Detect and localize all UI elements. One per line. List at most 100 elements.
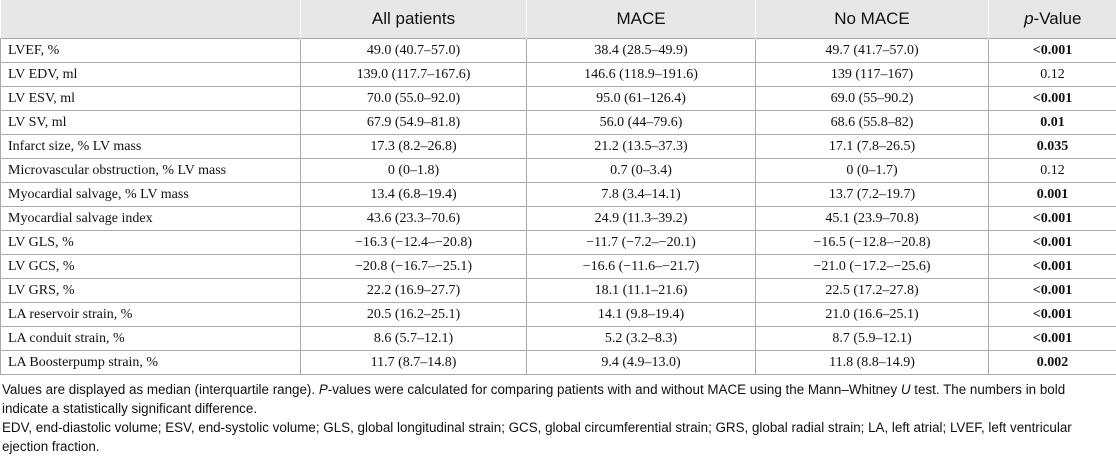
cell-mace: 14.1 (9.8–19.4) — [526, 302, 756, 327]
cell-all-patients: 139.0 (117.7–167.6) — [300, 62, 527, 87]
footnote-u-italic: U — [900, 382, 911, 397]
cell-p-value: 0.12 — [988, 158, 1116, 183]
cell-mace: 9.4 (4.9–13.0) — [526, 350, 756, 375]
cell-no-mace: 49.7 (41.7–57.0) — [755, 38, 989, 63]
table-row: LV EDV, ml 139.0 (117.7–167.6) 146.6 (118.… — [0, 62, 1116, 87]
cell-no-mace: 17.1 (7.8–26.5) — [755, 134, 989, 159]
cell-label: Myocardial salvage, % LV mass — [0, 182, 301, 207]
cell-label: Microvascular obstruction, % LV mass — [0, 158, 301, 183]
cell-p-value: 0.01 — [988, 110, 1116, 135]
cell-no-mace: 11.8 (8.8–14.9) — [755, 350, 989, 375]
cell-label: LA Boosterpump strain, % — [0, 350, 301, 375]
cell-mace: 21.2 (13.5–37.3) — [526, 134, 756, 159]
cell-no-mace: −21.0 (−17.2–−25.6) — [755, 254, 989, 279]
footnote-abbreviations: EDV, end-diastolic volume; ESV, end-syst… — [2, 420, 1072, 454]
cell-no-mace: 22.5 (17.2–27.8) — [755, 278, 989, 303]
table-row: LA conduit strain, % 8.6 (5.7–12.1) 5.2 (3… — [0, 326, 1116, 351]
table-row: Myocardial salvage, % LV mass 13.4 (6.8–1… — [0, 182, 1116, 207]
cell-p-value: <0.001 — [988, 302, 1116, 327]
cell-p-value: <0.001 — [988, 278, 1116, 303]
header-no-mace: No MACE — [755, 0, 989, 39]
table-row: LV ESV, ml 70.0 (55.0–92.0) 95.0 (61–126.4… — [0, 86, 1116, 111]
cell-p-value: <0.001 — [988, 86, 1116, 111]
footnote-text-c: test. The numbers in bold indicate a sta… — [2, 382, 1066, 416]
table-row: LVEF, % 49.0 (40.7–57.0) 38.4 (28.5–49.9) 4… — [0, 38, 1116, 63]
cell-mace: 38.4 (28.5–49.9) — [526, 38, 756, 63]
table-row: LV GCS, % −20.8 (−16.7–−25.1) −16.6 (−11.6… — [0, 254, 1116, 279]
cell-all-patients: −20.8 (−16.7–−25.1) — [300, 254, 527, 279]
cell-all-patients: 0 (0–1.8) — [300, 158, 527, 183]
cell-no-mace: −16.5 (−12.8–−20.8) — [755, 230, 989, 255]
cell-all-patients: 17.3 (8.2–26.8) — [300, 134, 527, 159]
cell-all-patients: 49.0 (40.7–57.0) — [300, 38, 527, 63]
cell-label: Myocardial salvage index — [0, 206, 301, 231]
cell-mace: 24.9 (11.3–39.2) — [526, 206, 756, 231]
cell-no-mace: 8.7 (5.9–12.1) — [755, 326, 989, 351]
table-row: Infarct size, % LV mass 17.3 (8.2–26.8) 21… — [0, 134, 1116, 159]
cell-no-mace: 68.6 (55.8–82) — [755, 110, 989, 135]
cell-p-value: <0.001 — [988, 38, 1116, 63]
cell-p-value: <0.001 — [988, 230, 1116, 255]
cell-mace: 146.6 (118.9–191.6) — [526, 62, 756, 87]
cell-no-mace: 0 (0–1.7) — [755, 158, 989, 183]
table-row: LA Boosterpump strain, % 11.7 (8.7–14.8) 9… — [0, 350, 1116, 375]
table-row: LV GRS, % 22.2 (16.9–27.7) 18.1 (11.1–21.6… — [0, 278, 1116, 303]
cell-label: LA conduit strain, % — [0, 326, 301, 351]
cell-p-value: <0.001 — [988, 326, 1116, 351]
cell-label: LV GCS, % — [0, 254, 301, 279]
table-header: All patients MACE No MACE p-Value — [0, 0, 1116, 39]
cell-no-mace: 21.0 (16.6–25.1) — [755, 302, 989, 327]
table-row: Microvascular obstruction, % LV mass 0 (0… — [0, 158, 1116, 183]
cell-mace: 56.0 (44–79.6) — [526, 110, 756, 135]
cell-all-patients: 67.9 (54.9–81.8) — [300, 110, 527, 135]
cell-p-value: <0.001 — [988, 254, 1116, 279]
header-row: All patients MACE No MACE p-Value — [0, 0, 1116, 39]
table-figure: All patients MACE No MACE p-Value LVEF, … — [0, 0, 1116, 456]
cell-p-value: 0.001 — [988, 182, 1116, 207]
results-table: All patients MACE No MACE p-Value LVEF, … — [0, 0, 1116, 375]
cell-all-patients: 20.5 (16.2–25.1) — [300, 302, 527, 327]
cell-mace: 7.8 (3.4–14.1) — [526, 182, 756, 207]
table-row: LV GLS, % −16.3 (−12.4–−20.8) −11.7 (−7.2–… — [0, 230, 1116, 255]
header-p-value: p-Value — [988, 0, 1116, 39]
cell-mace: 0.7 (0–3.4) — [526, 158, 756, 183]
footnote-p-italic: P — [318, 382, 328, 397]
footnote-text-a: Values are displayed as median (interqua… — [2, 382, 319, 397]
footnote-text-b: -values were calculated for comparing pa… — [327, 382, 901, 397]
header-p-rest: -Value — [1033, 9, 1082, 28]
cell-p-value: 0.035 — [988, 134, 1116, 159]
cell-label: LV EDV, ml — [0, 62, 301, 87]
cell-all-patients: 22.2 (16.9–27.7) — [300, 278, 527, 303]
header-all-patients: All patients — [300, 0, 527, 39]
header-p-italic: p — [1024, 9, 1034, 28]
cell-p-value: 0.002 — [988, 350, 1116, 375]
cell-label: LA reservoir strain, % — [0, 302, 301, 327]
cell-label: LVEF, % — [0, 38, 301, 63]
cell-mace: 95.0 (61–126.4) — [526, 86, 756, 111]
cell-no-mace: 139 (117–167) — [755, 62, 989, 87]
header-mace: MACE — [526, 0, 756, 39]
cell-all-patients: 11.7 (8.7–14.8) — [300, 350, 527, 375]
header-label — [0, 0, 301, 39]
cell-p-value: 0.12 — [988, 62, 1116, 87]
table-body: LVEF, % 49.0 (40.7–57.0) 38.4 (28.5–49.9) 4… — [0, 38, 1116, 375]
cell-p-value: <0.001 — [988, 206, 1116, 231]
cell-no-mace: 13.7 (7.2–19.7) — [755, 182, 989, 207]
cell-mace: −16.6 (−11.6–−21.7) — [526, 254, 756, 279]
cell-all-patients: 43.6 (23.3–70.6) — [300, 206, 527, 231]
cell-mace: 18.1 (11.1–21.6) — [526, 278, 756, 303]
cell-label: Infarct size, % LV mass — [0, 134, 301, 159]
cell-all-patients: 8.6 (5.7–12.1) — [300, 326, 527, 351]
footnote-values: Values are displayed as median (interqua… — [2, 380, 1114, 418]
cell-all-patients: −16.3 (−12.4–−20.8) — [300, 230, 527, 255]
cell-all-patients: 13.4 (6.8–19.4) — [300, 182, 527, 207]
cell-label: LV GRS, % — [0, 278, 301, 303]
table-row: LA reservoir strain, % 20.5 (16.2–25.1) 14… — [0, 302, 1116, 327]
table-row: LV SV, ml 67.9 (54.9–81.8) 56.0 (44–79.6) 6… — [0, 110, 1116, 135]
cell-mace: 5.2 (3.2–8.3) — [526, 326, 756, 351]
cell-no-mace: 69.0 (55–90.2) — [755, 86, 989, 111]
table-footnotes: Values are displayed as median (interqua… — [0, 380, 1116, 456]
cell-label: LV SV, ml — [0, 110, 301, 135]
cell-mace: −11.7 (−7.2–−20.1) — [526, 230, 756, 255]
cell-label: LV GLS, % — [0, 230, 301, 255]
